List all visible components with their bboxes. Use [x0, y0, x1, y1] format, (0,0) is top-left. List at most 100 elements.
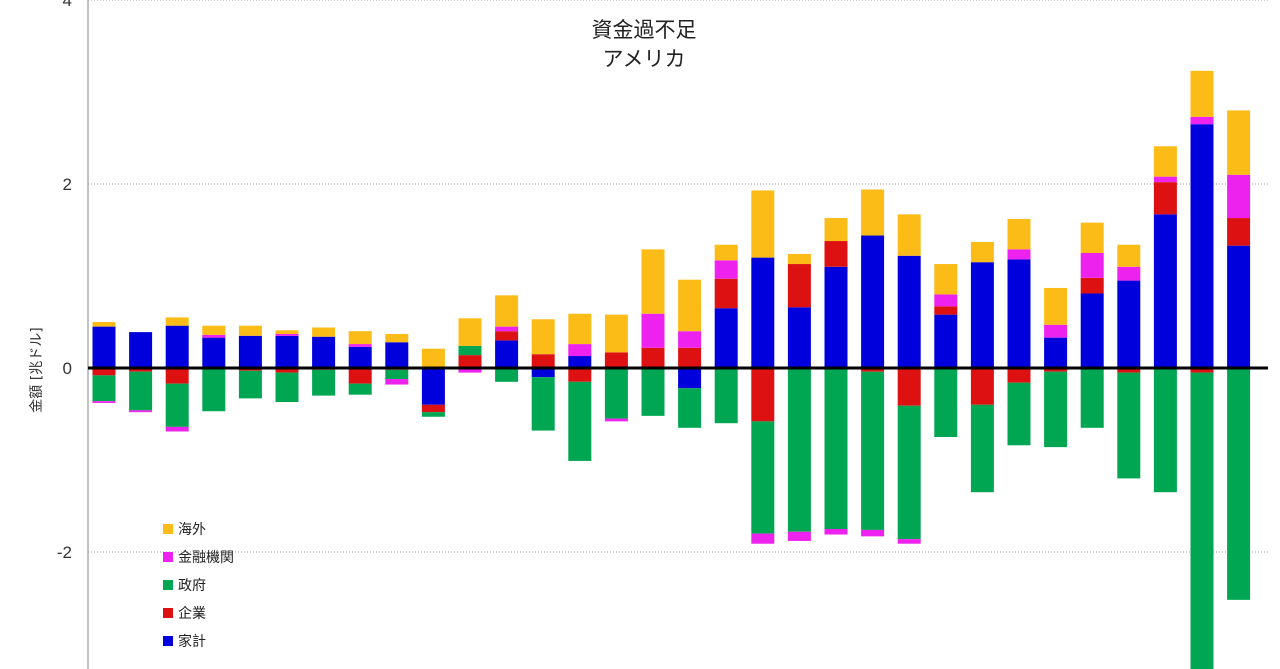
bar-segment-家計 — [934, 314, 958, 368]
bar-segment-政府 — [1007, 382, 1031, 446]
bar-segment-政府 — [275, 372, 299, 403]
bar-segment-海外 — [385, 333, 409, 343]
bar-segment-金融機関 — [1044, 324, 1068, 338]
bar-segment-企業 — [970, 368, 994, 405]
bar-segment-企業 — [568, 368, 592, 382]
bar-segment-海外 — [238, 325, 262, 336]
bar-segment-家計 — [312, 336, 336, 368]
bar-segment-海外 — [604, 314, 628, 353]
bar-segment-政府 — [1227, 368, 1251, 600]
bar-segment-企業 — [1007, 368, 1031, 383]
bar-segment-海外 — [568, 313, 592, 345]
bar-segment-金融機関 — [202, 334, 226, 338]
bar-segment-政府 — [1044, 371, 1068, 448]
bar-segment-金融機関 — [934, 294, 958, 307]
bar-segment-家計 — [348, 346, 372, 368]
legend-label: 海外 — [178, 522, 206, 538]
bar-segment-企業 — [641, 347, 665, 368]
bar-segment-政府 — [129, 371, 153, 411]
bar-segment-企業 — [495, 331, 519, 341]
bar-segment-企業 — [824, 241, 848, 267]
bar-segment-家計 — [495, 340, 519, 368]
y-tick-label: 2 — [63, 175, 72, 194]
bar-segment-家計 — [1190, 124, 1214, 368]
bar-segment-政府 — [421, 412, 445, 417]
bar-segment-金融機関 — [641, 313, 665, 348]
bar-segment-家計 — [824, 266, 848, 368]
bar-segment-政府 — [714, 368, 738, 424]
bar-segment-政府 — [202, 368, 226, 412]
y-tick-label: -2 — [57, 543, 72, 562]
bar-segment-金融機関 — [1080, 253, 1104, 278]
bar-segment-金融機関 — [678, 331, 702, 348]
legend-swatch — [163, 552, 173, 562]
bar-segment-政府 — [641, 368, 665, 416]
bar-segment-金融機関 — [1153, 176, 1177, 183]
bar-segment-政府 — [165, 383, 189, 427]
bar-segment-企業 — [604, 352, 628, 368]
bar-segment-企業 — [421, 404, 445, 413]
bar-segment-金融機関 — [604, 418, 628, 422]
bar-segment-家計 — [970, 262, 994, 368]
bar-segment-企業 — [1190, 368, 1214, 373]
bar-segment-家計 — [787, 307, 811, 368]
bar-segment-海外 — [787, 253, 811, 265]
bar-segment-家計 — [385, 342, 409, 368]
bar-segment-海外 — [202, 325, 226, 335]
bar-segment-金融機関 — [714, 260, 738, 279]
bar-segment-家計 — [1080, 293, 1104, 368]
bar-segment-政府 — [897, 405, 921, 540]
bar-segment-金融機関 — [751, 533, 775, 544]
bar-segment-家計 — [275, 335, 299, 368]
bar-segment-海外 — [312, 327, 336, 337]
bar-segment-企業 — [678, 347, 702, 368]
legend-label: 政府 — [178, 578, 206, 594]
legend-swatch — [163, 524, 173, 534]
bar-segment-海外 — [1153, 146, 1177, 177]
bar-segment-家計 — [897, 255, 921, 368]
bar-segment-企業 — [1227, 218, 1251, 246]
bar-segment-海外 — [897, 214, 921, 256]
bar-segment-金融機関 — [897, 539, 921, 544]
bar-segment-家計 — [238, 335, 262, 368]
bar-segment-企業 — [165, 368, 189, 384]
bar-segment-海外 — [1117, 244, 1141, 267]
bar-segment-家計 — [678, 368, 702, 389]
bar-segment-海外 — [1190, 70, 1214, 117]
bar-segment-家計 — [531, 368, 555, 378]
bar-segment-企業 — [275, 368, 299, 373]
bar-segment-海外 — [751, 190, 775, 258]
bar-segment-企業 — [787, 264, 811, 308]
bar-segment-金融機関 — [1190, 116, 1214, 125]
bar-segment-海外 — [970, 241, 994, 263]
bar-segment-政府 — [568, 381, 592, 461]
bar-segment-政府 — [348, 383, 372, 395]
bar-segment-政府 — [678, 388, 702, 428]
y-axis-label: 金額 [兆ドル] — [29, 327, 45, 412]
bar-segment-家計 — [92, 326, 116, 368]
bar-segment-企業 — [714, 278, 738, 309]
bar-segment-企業 — [458, 355, 482, 368]
bar-segment-家計 — [1153, 214, 1177, 368]
bar-segment-金融機関 — [1117, 266, 1141, 281]
bar-segment-家計 — [1044, 337, 1068, 368]
bar-segment-家計 — [165, 325, 189, 368]
bar-segment-海外 — [714, 244, 738, 261]
bar-segment-海外 — [421, 348, 445, 368]
bar-segment-家計 — [568, 356, 592, 368]
bar-segment-金融機関 — [129, 410, 153, 413]
bar-segment-企業 — [129, 368, 153, 372]
legend-label: 企業 — [178, 605, 206, 622]
bar-segment-家計 — [1117, 280, 1141, 368]
bar-segment-海外 — [1080, 222, 1104, 253]
bar-segment-政府 — [385, 369, 409, 380]
bar-segment-海外 — [165, 317, 189, 326]
bar-segment-政府 — [751, 421, 775, 534]
bar-segment-海外 — [458, 318, 482, 346]
bar-segment-政府 — [824, 368, 848, 529]
bar-segment-企業 — [897, 368, 921, 406]
y-tick-label: 4 — [63, 0, 72, 10]
legend-swatch — [163, 580, 173, 590]
bar-segment-企業 — [531, 354, 555, 368]
